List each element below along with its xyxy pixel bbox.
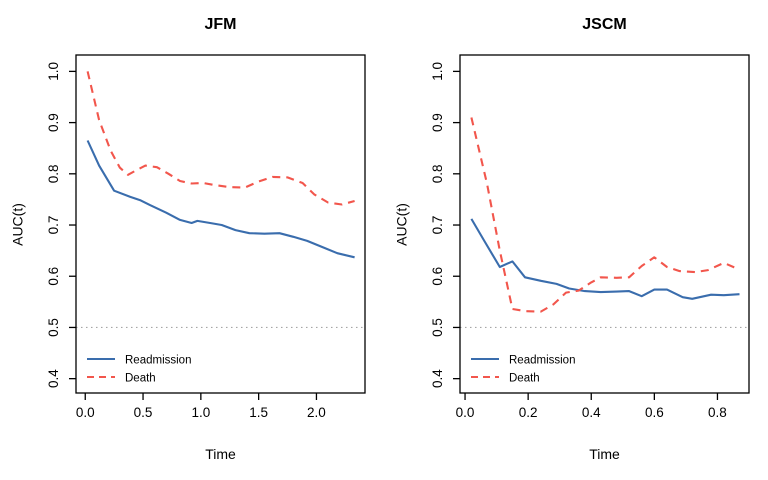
panel-title-jfm: JFM — [204, 16, 237, 33]
plot-area-jfm: 0.0 0.5 1.0 1.5 2.0 0.4 0.5 0.6 0.7 0.8 0.9 1.0 Read… — [46, 54, 366, 420]
y-tick-label: 1.0 — [46, 62, 61, 81]
y-tick-label: 0.7 — [430, 216, 445, 235]
plot-box — [75, 54, 366, 394]
series-readmission-line — [470, 218, 740, 300]
x-tick-label: 0.5 — [134, 405, 153, 420]
x-tick-label: 0.0 — [76, 405, 95, 420]
x-tick-label: 2.0 — [307, 405, 326, 420]
y-tick-label: 0.6 — [46, 267, 61, 286]
x-tick-label: 1.5 — [249, 405, 268, 420]
x-tick-label: 1.0 — [191, 405, 210, 420]
legend-label-death: Death — [509, 373, 540, 385]
x-axis-label: Time — [205, 446, 236, 462]
y-tick-label: 0.9 — [46, 113, 61, 132]
y-tick-label: 0.6 — [430, 267, 445, 286]
y-tick-label: 1.0 — [430, 62, 445, 81]
plot-box — [459, 54, 750, 394]
x-axis-label: Time — [589, 446, 620, 462]
x-tick-label: 0.4 — [582, 405, 601, 420]
legend-label-death: Death — [125, 373, 156, 385]
x-tick-label: 0.8 — [708, 405, 727, 420]
panel-jfm: JFM AUC(t) 0.0 0.5 1.0 1.5 2.0 0.4 0.5 0.6 0.7 0.… — [10, 16, 366, 462]
series-readmission-line — [86, 140, 355, 259]
legend-label-readmission: Readmission — [125, 355, 191, 367]
plot-area-jscm: 0.0 0.2 0.4 0.6 0.8 0.4 0.5 0.6 0.7 0.8 0.9 1.0 Read… — [430, 54, 750, 420]
series-death-line — [470, 117, 740, 313]
y-tick-label: 0.5 — [46, 318, 61, 337]
y-tick-label: 0.4 — [46, 369, 61, 388]
panel-jscm: JSCM AUC(t) 0.0 0.2 0.4 0.6 0.8 0.4 0.5 0.6 0.7 0… — [384, 0, 768, 480]
y-tick-label: 0.5 — [430, 318, 445, 337]
legend-label-readmission: Readmission — [509, 355, 575, 367]
y-tick-label: 0.9 — [430, 113, 445, 132]
y-tick-label: 0.7 — [46, 216, 61, 235]
y-tick-label: 0.8 — [430, 164, 445, 183]
y-tick-label: 0.8 — [46, 164, 61, 183]
x-tick-label: 0.6 — [645, 405, 664, 420]
series-death-line — [86, 71, 355, 206]
x-tick-label: 0.0 — [456, 405, 475, 420]
y-tick-label: 0.4 — [430, 369, 445, 388]
panel-title-jscm: JSCM — [582, 16, 627, 33]
x-tick-label: 0.2 — [519, 405, 538, 420]
